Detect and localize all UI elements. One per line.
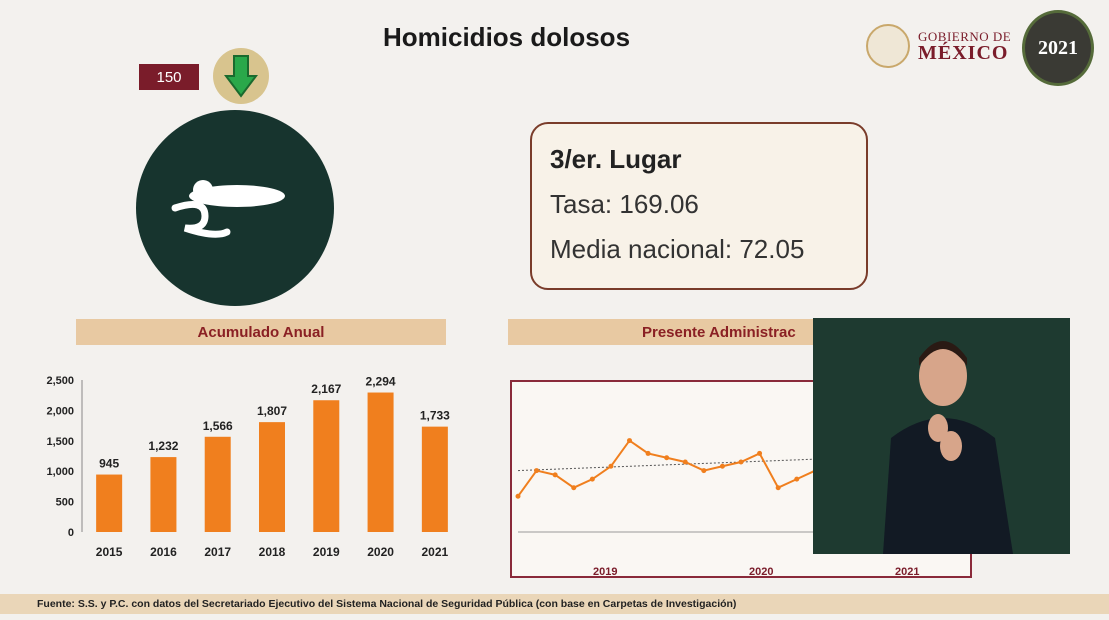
victim-icon [136, 110, 334, 306]
data-point [757, 450, 763, 456]
rate-text: Tasa: 169.06 [550, 189, 699, 219]
annual-bar-chart: 0 500 1,000 1,500 2,000 2,500 945 2015 1,232 2016… [46, 375, 450, 559]
x-tick-label: 2015 [96, 545, 123, 559]
logo-line1: GOBIERNO DE [918, 28, 1012, 44]
bar-value-label: 1,232 [148, 439, 178, 453]
bar [96, 474, 123, 532]
y-tick-label: 1,500 [46, 436, 74, 448]
bar-value-label: 945 [99, 457, 119, 471]
data-point [589, 476, 595, 482]
logo-line2: MÉXICO [918, 41, 1009, 64]
year-label-2021: 2021 [895, 566, 920, 578]
x-tick-label: 2018 [259, 545, 286, 559]
y-tick-label: 2,000 [46, 405, 74, 417]
seal-icon [866, 24, 910, 68]
x-tick-label: 2020 [367, 545, 394, 559]
bar [150, 457, 177, 532]
data-point [701, 468, 707, 474]
data-point [534, 468, 540, 474]
y-tick-label: 500 [56, 497, 74, 509]
y-tick-label: 2,500 [46, 375, 74, 387]
y-tick-label: 0 [68, 527, 74, 539]
bar-value-label: 1,733 [420, 409, 450, 423]
x-tick-label: 2017 [204, 545, 231, 559]
rank-badge: 150 [139, 64, 199, 90]
annual-header: Acumulado Anual [76, 319, 446, 345]
x-tick-label: 2019 [313, 545, 340, 559]
government-logo: GOBIERNO DE MÉXICO [866, 24, 1011, 68]
admin-header: Presente Administrac [508, 319, 813, 345]
bar-value-label: 2,167 [311, 382, 341, 396]
year-label-2020: 2020 [749, 566, 774, 578]
data-point [608, 463, 614, 469]
bar [204, 436, 231, 532]
sign-language-video [813, 318, 1070, 554]
data-point [738, 459, 744, 465]
data-point [627, 438, 632, 444]
bar-value-label: 1,566 [203, 419, 233, 433]
bar [259, 422, 285, 532]
national-average-text: Media nacional: 72.05 [550, 234, 805, 264]
data-point [515, 493, 521, 499]
year-label-2019: 2019 [593, 566, 618, 578]
data-point [571, 485, 577, 491]
data-point [645, 450, 651, 456]
down-arrow-icon [213, 48, 269, 104]
data-point [794, 476, 800, 482]
data-point [552, 472, 558, 478]
y-tick-label: 1,000 [46, 466, 74, 478]
bar [367, 392, 394, 532]
data-point [664, 455, 670, 461]
bar [313, 400, 340, 532]
year-badge: 2021 [1022, 10, 1094, 86]
rank-text: 3/er. Lugar [550, 144, 682, 174]
source-footnote: Fuente: S.S. y P.C. con datos del Secret… [37, 598, 737, 610]
footer-bar [0, 594, 1109, 614]
data-point [682, 459, 688, 465]
data-point [775, 485, 781, 491]
info-box: 3/er. Lugar Tasa: 169.06 Media nacional:… [530, 122, 868, 290]
data-point [719, 463, 725, 469]
page-title: Homicidios dolosos [383, 22, 631, 52]
bar-value-label: 2,294 [366, 375, 396, 389]
x-tick-label: 2021 [422, 545, 449, 559]
bar-value-label: 1,807 [257, 404, 287, 418]
x-tick-label: 2016 [150, 545, 177, 559]
bar [421, 426, 448, 532]
